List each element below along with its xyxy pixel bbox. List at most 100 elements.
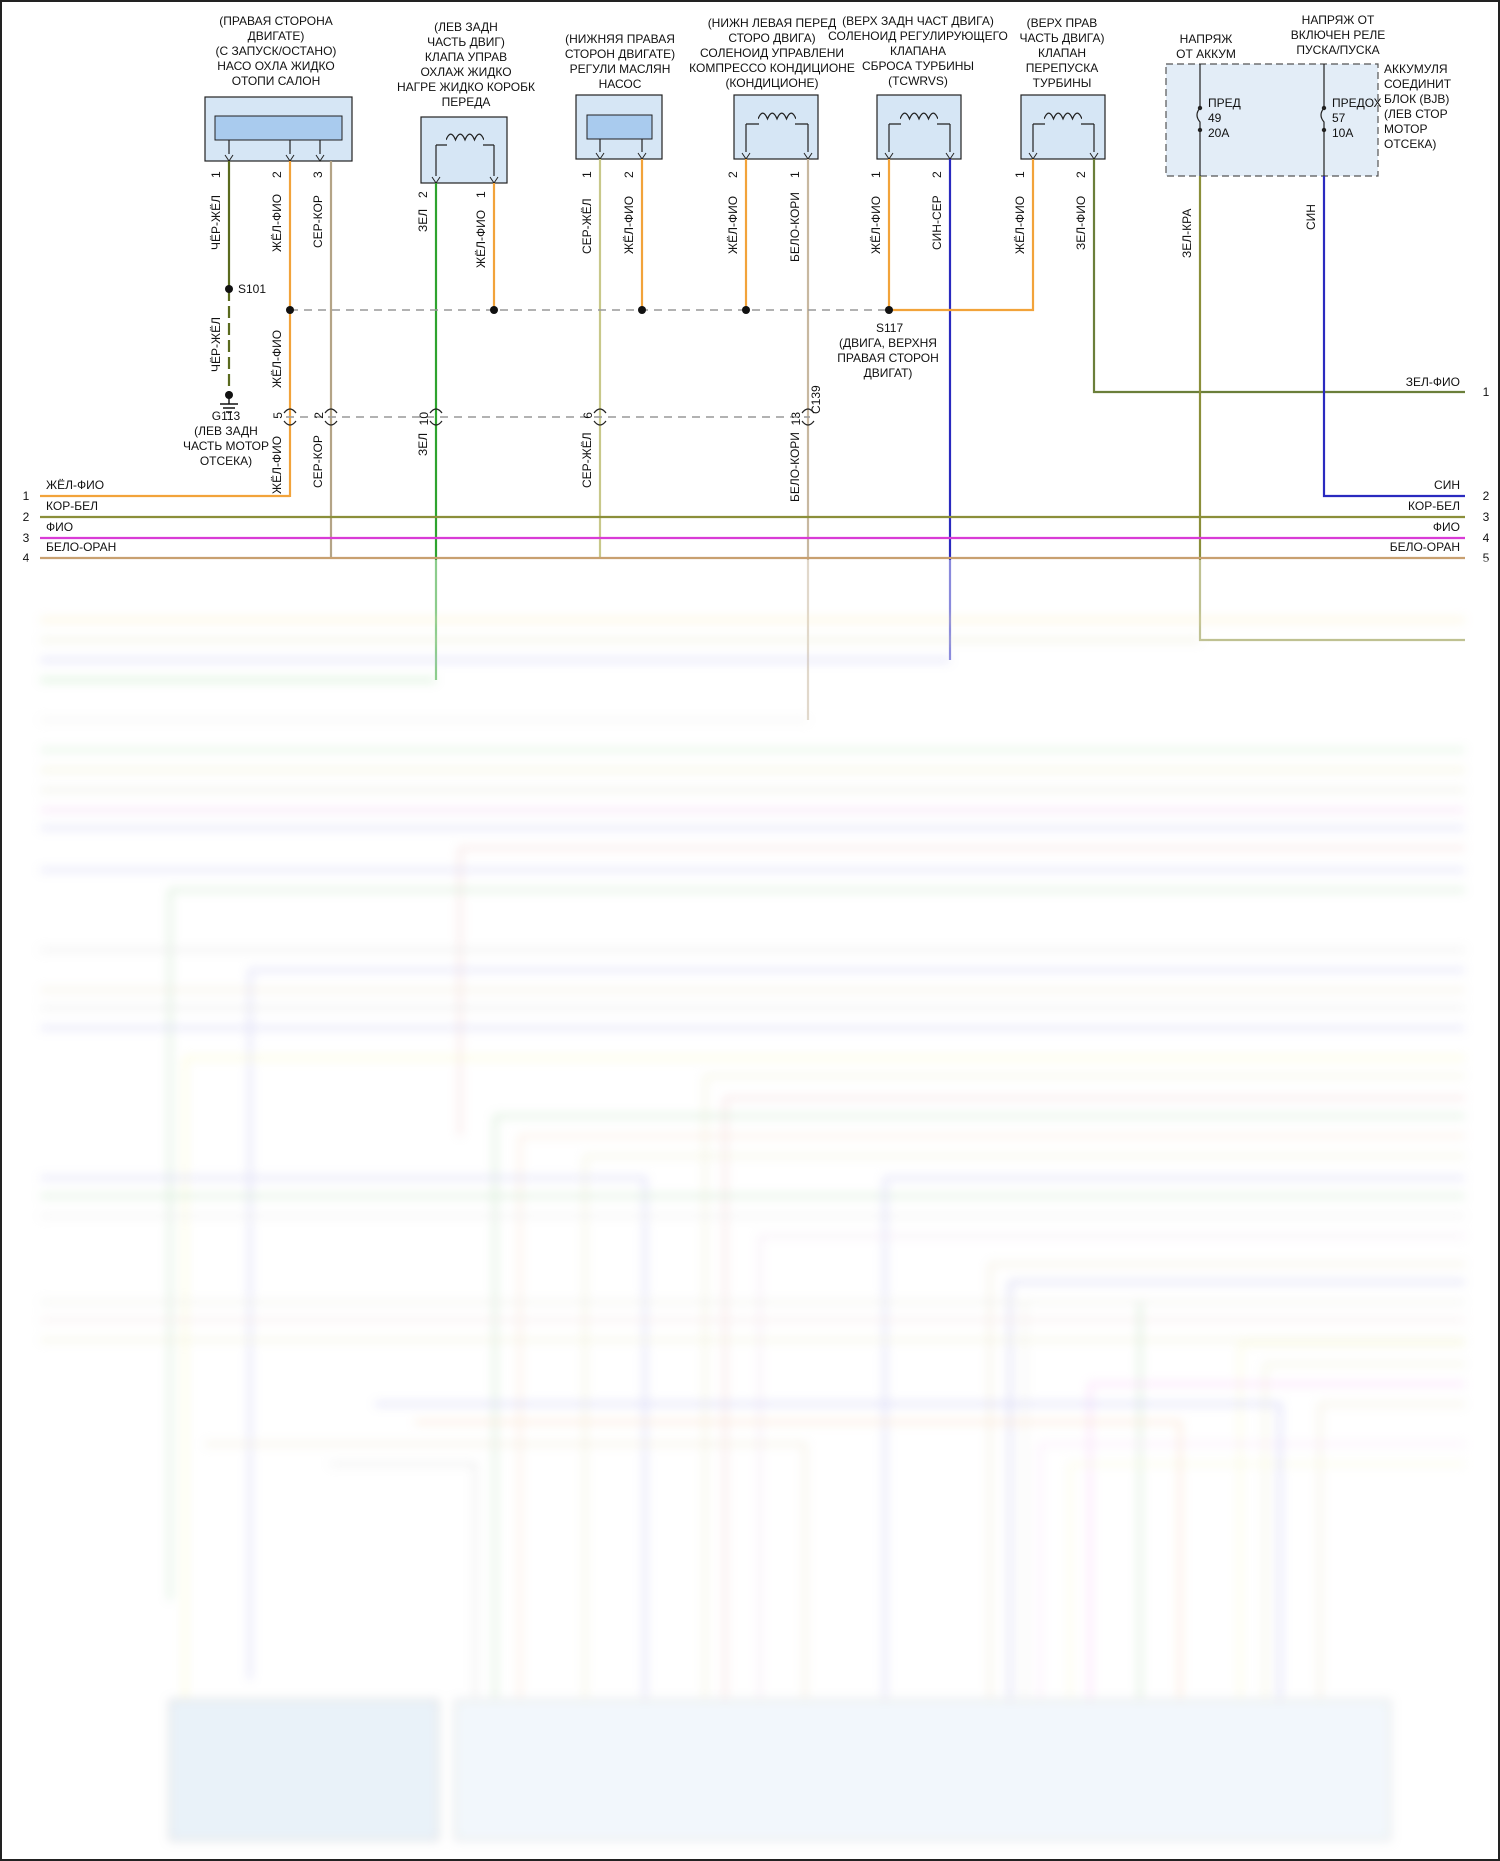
tcwrvs-solenoid: (ВЕРХ ЗАДН ЧАСТ ДВИГА) СОЛЕНОИД РЕГУЛИРУ… <box>828 14 1008 160</box>
c139-wire-10: ЗЕЛ <box>416 433 430 456</box>
bus-left-pin-4: 4 <box>23 551 30 565</box>
lower-wiring-blurred <box>40 618 1465 1700</box>
tcwrvs-body <box>876 94 962 160</box>
c139-wire-2: СЕР-КОР <box>311 435 325 488</box>
oil-pump: (НИЖНЯЯ ПРАВАЯ СТОРОН ДВИГАТЕ) РЕГУЛИ МА… <box>565 32 675 160</box>
coolant-pump-label-line3: (С ЗАПУСК/ОСТАНО) <box>216 44 337 58</box>
wastegate-label-line2: ЧАСТЬ ДВИГА) <box>1020 31 1105 45</box>
oil-pump-wire-2: ЖЁЛ-ФИО <box>622 196 636 254</box>
bjb-label-line4: (ЛЕВ СТОР <box>1384 107 1448 121</box>
bus-left-label-3: ФИО <box>46 520 73 534</box>
bus-left-pin-2: 2 <box>23 510 30 524</box>
coolant-pump-label-line1: (ПРАВАЯ СТОРОНА <box>219 14 333 28</box>
oil-pump-module <box>586 114 653 140</box>
c139-pin-5: 5 <box>271 412 285 419</box>
c139-name: C139 <box>809 385 823 414</box>
trans-valve-label-line6: ПЕРЕДА <box>442 95 491 109</box>
trans-valve-wire-1: ЖЁЛ-ФИО <box>474 210 488 268</box>
ac-wire-2: ЖЁЛ-ФИО <box>726 196 740 254</box>
coolant-pump-label-line5: ОТОПИ САЛОН <box>232 74 321 88</box>
ground-name: G113 <box>212 409 241 423</box>
coolant-pump-wire-2: ЖЁЛ-ФИО <box>270 194 284 252</box>
c139-wire-13: БЕЛО-КОРИ <box>788 432 802 502</box>
trans-valve-label-line5: НАГРЕ ЖИДКО КОРОБК <box>397 80 535 94</box>
battery-voltage-label-line2: ОТ АККУМ <box>1176 47 1236 61</box>
tcwrvs-pin-2: 2 <box>930 171 944 178</box>
coolant-pump-label-line4: НАСО ОХЛА ЖИДКО <box>217 59 335 73</box>
bus-left-pin-1: 1 <box>23 489 30 503</box>
wastegate-wire-1: ЖЁЛ-ФИО <box>1013 196 1027 254</box>
ground-desc-line1: (ЛЕВ ЗАДН <box>194 424 258 438</box>
battery-voltage-label-line1: НАПРЯЖ <box>1180 32 1233 46</box>
coolant-pump-pin-1: 1 <box>209 171 223 178</box>
fuse-49-label-line3: 20A <box>1208 126 1229 140</box>
trans-valve-pin-2: 2 <box>416 191 430 198</box>
battery-wire-label: ЗЕЛ-КРА <box>1180 209 1194 258</box>
ac-solenoid-body <box>733 94 819 160</box>
oil-pump-wire-1: СЕР-ЖЁЛ <box>580 198 594 254</box>
start-relay-label-line3: ПУСКА/ПУСКА <box>1296 43 1379 57</box>
splice-s101: S101 <box>238 282 266 296</box>
bjb-box <box>1165 63 1379 177</box>
tcwrvs-label-line4: СБРОСА ТУРБИНЫ <box>862 59 974 73</box>
fuse-57-label-line2: 57 <box>1332 111 1346 125</box>
tcwrvs-wire-2: СИН-СЕР <box>930 195 944 250</box>
splice-s117-desc-line2: ПРАВАЯ СТОРОН <box>837 351 939 365</box>
bus-right-label-2: СИН <box>1434 478 1460 492</box>
wire-wastegate-2 <box>1092 159 1465 394</box>
bjb-label-line2: СОЕДИНИТ <box>1384 77 1452 91</box>
c139-jumper-label: ЖЁЛ-ФИО <box>270 330 284 388</box>
coolant-pump-pin-3: 3 <box>311 171 325 178</box>
tcwrvs-label-line3: КЛАПАНА <box>890 44 946 58</box>
bjb-label-line5: МОТОР <box>1384 122 1427 136</box>
wire-wastegate-1 <box>889 159 1035 312</box>
ac-solenoid: (НИЖН ЛЕВАЯ ПЕРЕД СТОРО ДВИГА) СОЛЕНОИД … <box>689 16 855 160</box>
bus-left-label-4: БЕЛО-ОРАН <box>46 540 116 554</box>
bjb-label-line3: БЛОК (BJB) <box>1384 92 1449 106</box>
wastegate-label-line5: ТУРБИНЫ <box>1033 76 1092 90</box>
ground-desc-line3: ОТСЕКА) <box>200 454 252 468</box>
c139-pin-6: 6 <box>581 412 595 419</box>
lower-section-fade <box>2 560 1498 1858</box>
lower-modules-blurred <box>169 1699 1391 1841</box>
start-relay-wire-label: СИН <box>1304 204 1318 230</box>
wastegate-valve: (ВЕРХ ПРАВ ЧАСТЬ ДВИГА) КЛАПАН ПЕРЕПУСКА… <box>1020 16 1106 160</box>
c139-pin-13: 13 <box>789 412 803 426</box>
tcwrvs-wire-1: ЖЁЛ-ФИО <box>869 196 883 254</box>
bus-wires <box>40 494 1465 560</box>
wire-labels: 1 2 3 ЧЁР-ЖЁЛ ЖЁЛ-ФИО СЕР-КОР ЧЁР-ЖЁЛ ЖЁ… <box>209 171 1318 502</box>
wastegate-wire-2: ЗЕЛ-ФИО <box>1074 196 1088 250</box>
wire-start-relay <box>1322 176 1465 498</box>
ac-solenoid-label-line4: КОМПРЕССО КОНДИЦИОНЕ <box>689 61 855 75</box>
oil-pump-label-line1: (НИЖНЯЯ ПРАВАЯ <box>565 32 675 46</box>
fuse-49-label-line1: ПРЕД <box>1208 96 1241 110</box>
ac-solenoid-label-line1: (НИЖН ЛЕВАЯ ПЕРЕД <box>708 16 837 30</box>
ground-desc-line2: ЧАСТЬ МОТОР <box>183 439 269 453</box>
splice-s117-desc-line1: (ДВИГА, ВЕРХНЯ <box>839 336 937 350</box>
bus-right-label-4: ФИО <box>1433 520 1460 534</box>
coolant-pump-module <box>214 115 343 141</box>
ac-wire-1: БЕЛО-КОРИ <box>788 192 802 262</box>
trans-valve-body <box>420 116 508 184</box>
oil-pump-label-line3: РЕГУЛИ МАСЛЯН <box>570 62 671 76</box>
bjb-label-line6: ОТСЕКА) <box>1384 137 1436 151</box>
wastegate-label-line4: ПЕРЕПУСКА <box>1026 61 1099 75</box>
trans-valve-label-line4: ОХЛАЖ ЖИДКО <box>420 65 511 79</box>
splice-dots <box>225 285 893 314</box>
coolant-pump: (ПРАВАЯ СТОРОНА ДВИГАТЕ) (С ЗАПУСК/ОСТАН… <box>204 14 353 162</box>
bus-right-label-3: КОР-БЕЛ <box>1408 499 1460 513</box>
fuse-57-label-line3: 10A <box>1332 126 1353 140</box>
start-relay-label-line2: ВКЛЮЧЕН РЕЛЕ <box>1291 28 1385 42</box>
tcwrvs-label-line1: (ВЕРХ ЗАДН ЧАСТ ДВИГА) <box>842 14 994 28</box>
bus-right-pin-4: 4 <box>1483 531 1490 545</box>
c139-wire-5: ЖЁЛ-ФИО <box>270 436 284 494</box>
trans-valve-label-line1: (ЛЕВ ЗАДН <box>434 20 498 34</box>
tcwrvs-label-line5: (TCWRVS) <box>888 74 948 88</box>
c139-wire-6: СЕР-ЖЁЛ <box>580 432 594 488</box>
fuse-57-label-line1: ПРЕДОХ <box>1332 96 1382 110</box>
output-right-wire: ЗЕЛ-ФИО <box>1406 375 1460 389</box>
bus-left-label-1: ЖЁЛ-ФИО <box>46 478 104 492</box>
wastegate-pin-1: 1 <box>1013 171 1027 178</box>
